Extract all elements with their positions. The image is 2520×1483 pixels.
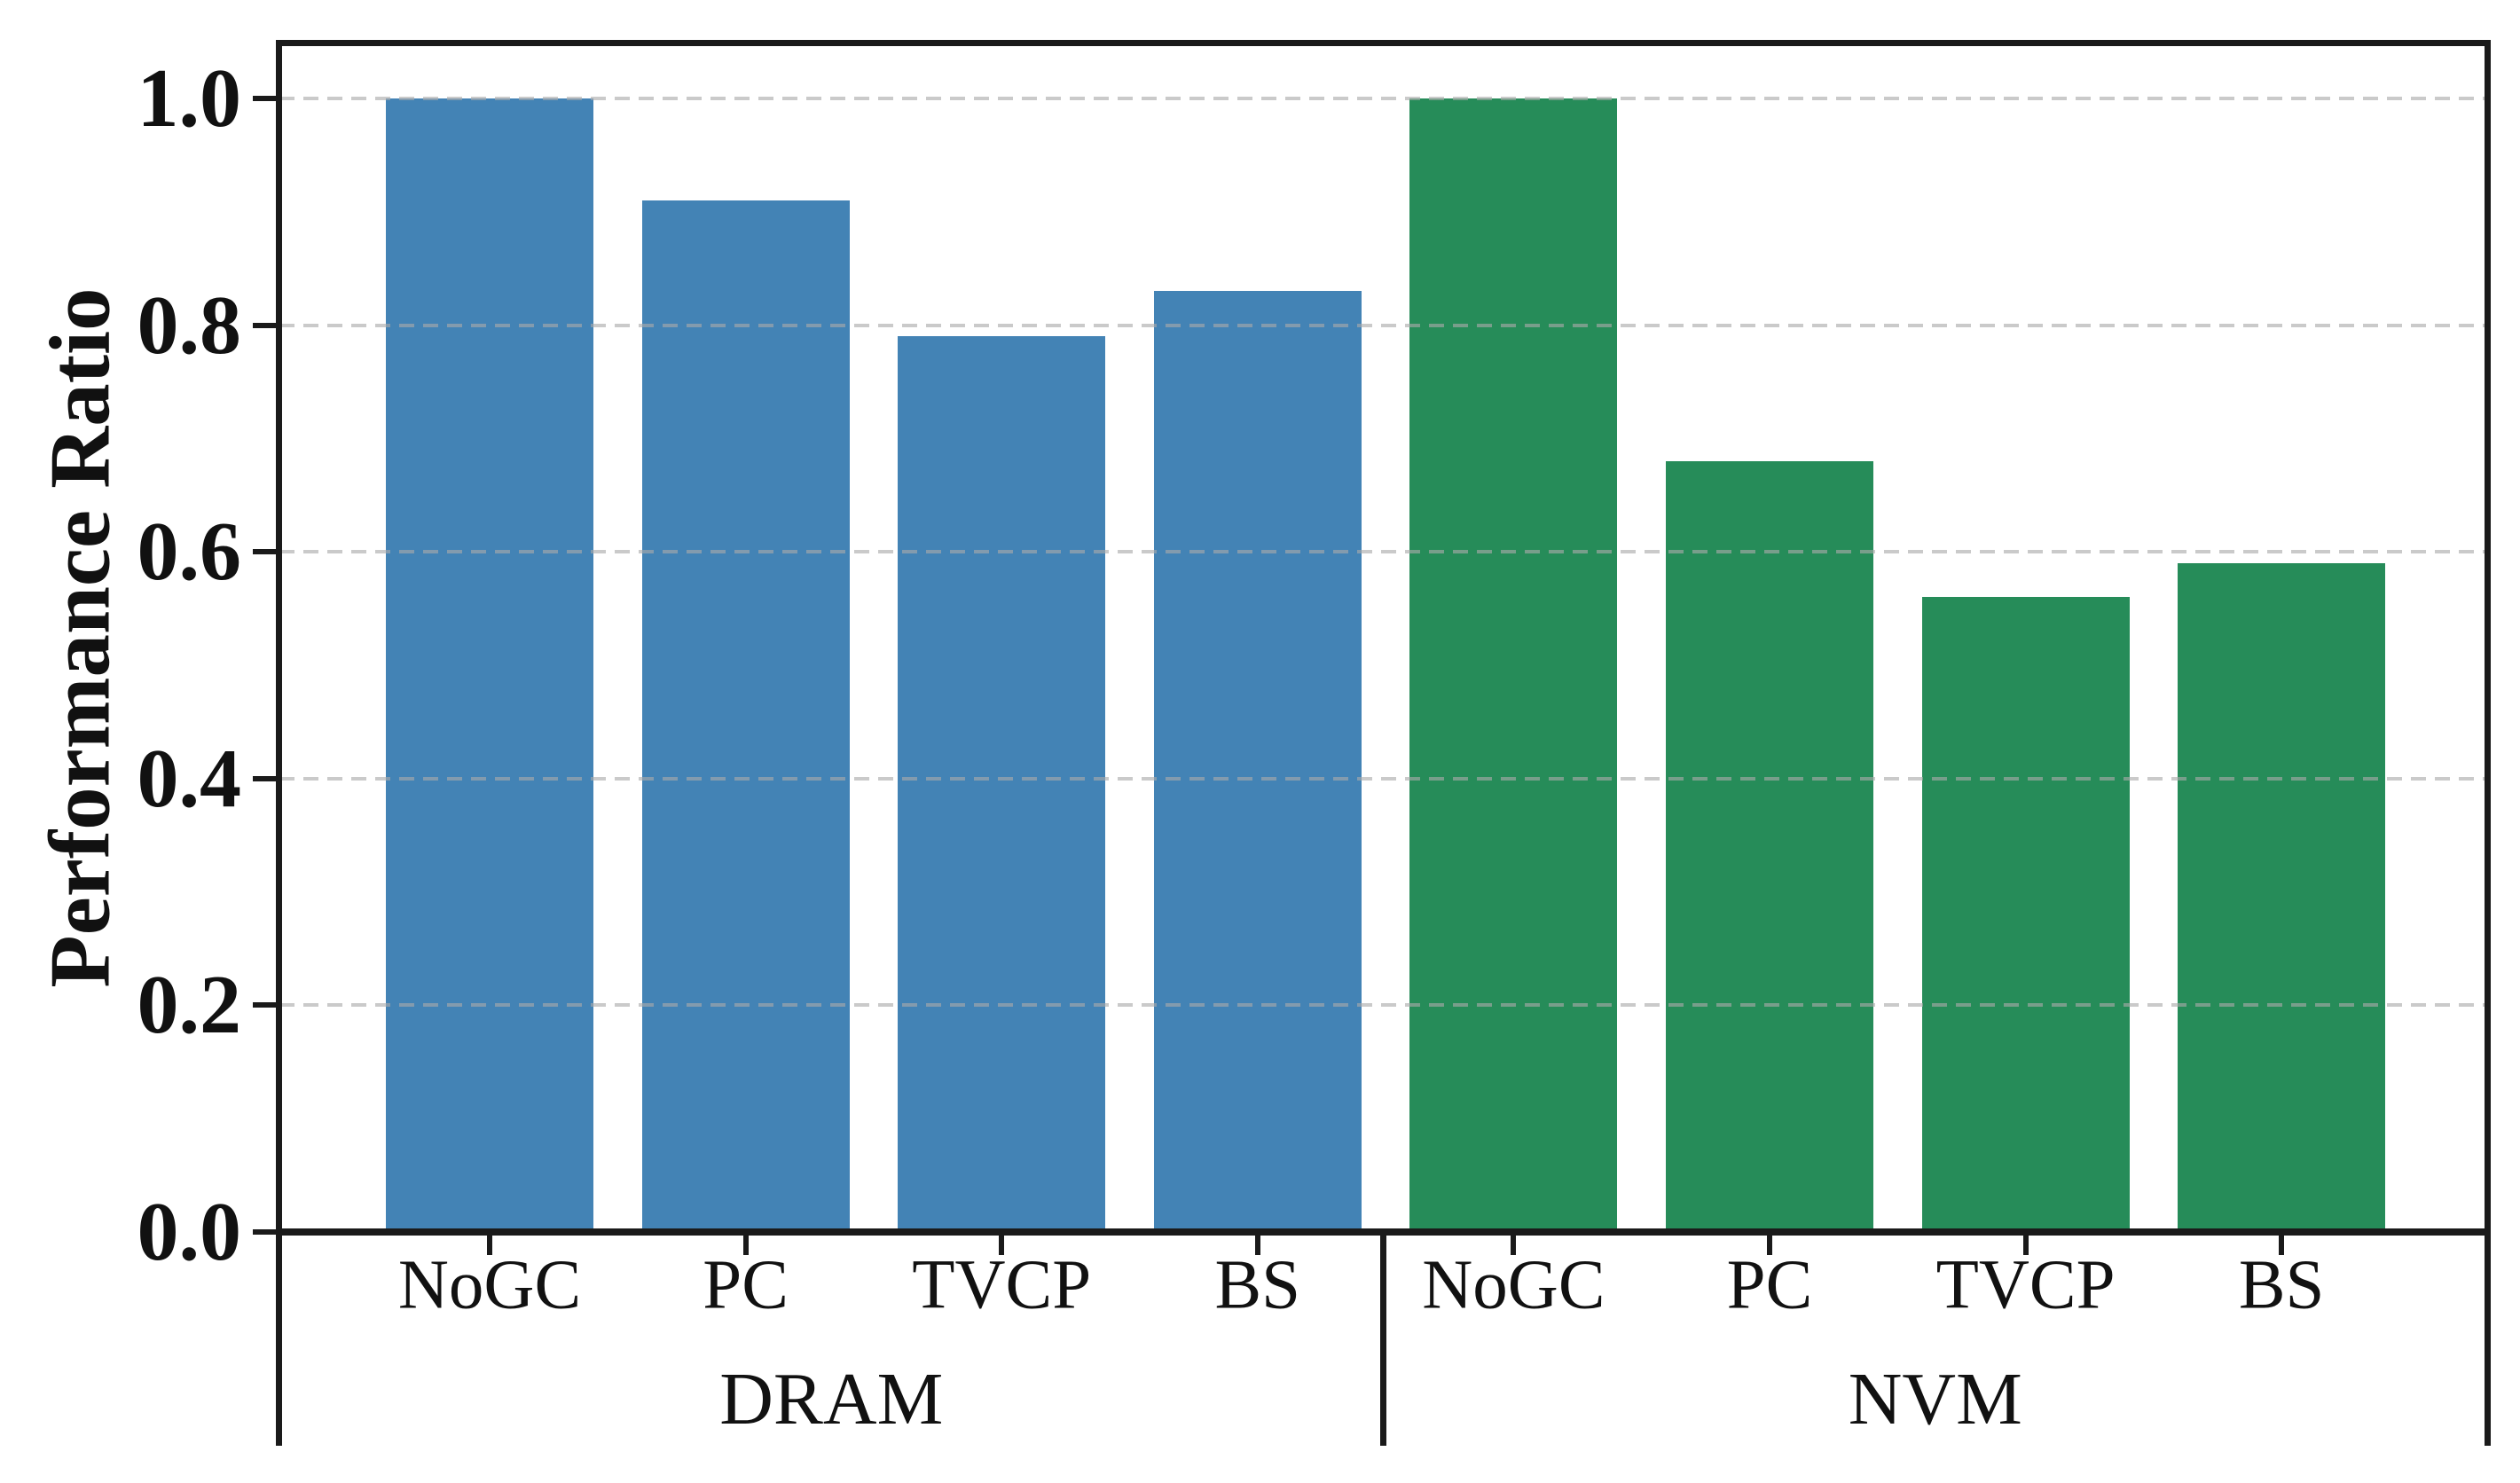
y-tick-label-1.0: 1.0	[137, 52, 242, 145]
y-tick-mark-0.2	[253, 1002, 279, 1008]
x-tick-mark-nvm-nogc	[1511, 1236, 1517, 1255]
gridline-0.2	[279, 1003, 2487, 1008]
y-tick-label-0.0: 0.0	[137, 1186, 242, 1278]
gridline-0.6	[279, 550, 2487, 554]
bar-dram-pc	[641, 200, 850, 1232]
x-label-nvm-nogc: NoGC	[1422, 1246, 1605, 1324]
bar-nvm-tvcp	[1921, 597, 2130, 1232]
left-spine	[276, 40, 282, 1236]
x-label-nvm-bs: BS	[2238, 1246, 2325, 1324]
x-tick-mark-dram-nogc	[487, 1236, 492, 1255]
group-label-dram: DRAM	[719, 1358, 944, 1440]
y-tick-label-0.8: 0.8	[137, 279, 242, 372]
x-label-dram-nogc: NoGC	[397, 1246, 582, 1324]
y-tick-label-0.4: 0.4	[137, 732, 242, 825]
gridline-1.0	[279, 97, 2487, 100]
x-tick-mark-dram-pc	[742, 1236, 749, 1255]
x-tick-mark-nvm-pc	[1767, 1236, 1772, 1255]
y-tick-mark-0.4	[253, 775, 279, 781]
y-axis-title: Performance Ratio	[32, 287, 128, 988]
bar-dram-tvcp	[898, 336, 1106, 1232]
top-spine	[276, 40, 2491, 46]
gridline-0.4	[279, 776, 2487, 781]
y-tick-mark-0.6	[253, 549, 279, 555]
y-tick-label-0.2: 0.2	[137, 959, 242, 1052]
x-tick-mark-nvm-tvcp	[2022, 1236, 2029, 1255]
x-label-dram-tvcp: TVCP	[912, 1246, 1092, 1324]
bar-dram-nogc	[386, 98, 593, 1232]
bar-nvm-pc	[1666, 460, 1873, 1232]
group-box-right-line	[2485, 1232, 2491, 1446]
right-spine	[2485, 40, 2491, 1236]
x-tick-mark-dram-bs	[1254, 1236, 1260, 1255]
x-label-dram-bs: BS	[1214, 1246, 1301, 1324]
x-tick-mark-dram-tvcp	[999, 1236, 1005, 1255]
group-box-middle-line	[1380, 1232, 1386, 1446]
gridline-0.8	[279, 323, 2487, 327]
x-label-nvm-pc: PC	[1726, 1246, 1813, 1324]
y-tick-mark-0.8	[253, 322, 279, 328]
bar-nvm-bs	[2178, 562, 2386, 1232]
y-tick-mark-1.0	[253, 96, 279, 101]
x-tick-mark-nvm-bs	[2279, 1236, 2285, 1255]
x-label-dram-pc: PC	[703, 1246, 789, 1324]
bar-nvm-nogc	[1409, 98, 1618, 1232]
y-tick-mark-0.0	[253, 1229, 279, 1235]
bar-dram-bs	[1153, 291, 1362, 1232]
group-label-nvm: NVM	[1848, 1358, 2022, 1440]
x-label-nvm-tvcp: TVCP	[1935, 1246, 2116, 1324]
group-box-left-line	[276, 1232, 282, 1446]
y-tick-label-0.6: 0.6	[137, 506, 242, 599]
